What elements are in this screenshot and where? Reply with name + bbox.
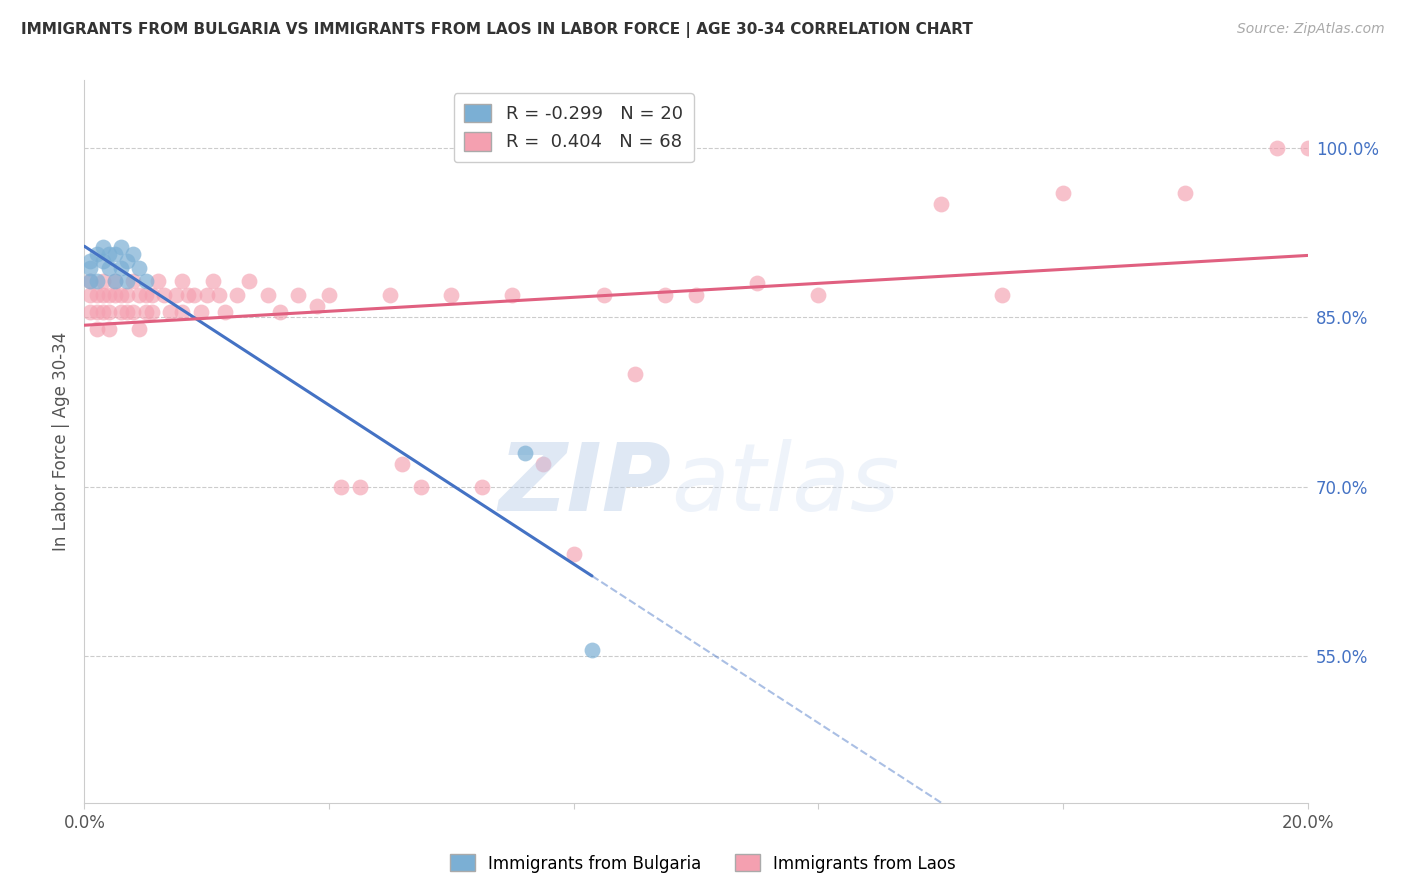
Point [79,304,101,318]
Point [581,643,603,657]
Point [110,304,132,318]
Point [122,304,145,318]
Point [747,277,769,291]
Text: ZIP: ZIP [499,439,672,531]
Point [141,287,163,301]
Point [226,287,249,301]
Point [135,304,157,318]
Point [391,457,413,471]
Point [654,287,676,301]
Point [440,287,463,301]
Point [79,253,101,268]
Point [593,287,616,301]
Point [104,274,127,288]
Text: IMMIGRANTS FROM BULGARIA VS IMMIGRANTS FROM LAOS IN LABOR FORCE | AGE 30-34 CORR: IMMIGRANTS FROM BULGARIA VS IMMIGRANTS F… [21,22,973,38]
Point [1052,186,1074,201]
Point [531,457,554,471]
Point [86,287,108,301]
Point [208,287,231,301]
Point [97,260,120,275]
Point [214,304,236,318]
Legend: R = -0.299   N = 20, R =  0.404   N = 68: R = -0.299 N = 20, R = 0.404 N = 68 [454,93,693,162]
Point [201,274,224,288]
Point [190,304,212,318]
Point [257,287,280,301]
Point [122,247,145,261]
Point [502,287,524,301]
Point [97,247,120,261]
Point [86,247,108,261]
Point [380,287,402,301]
Point [86,274,108,288]
Point [349,480,371,494]
Point [991,287,1014,301]
Point [115,274,138,288]
Point [807,287,830,301]
Y-axis label: In Labor Force | Age 30-34: In Labor Force | Age 30-34 [52,332,70,551]
Point [97,321,120,335]
Point [110,287,132,301]
Point [685,287,707,301]
Point [177,287,200,301]
Point [269,304,291,318]
Point [91,253,114,268]
Point [195,287,218,301]
Point [115,304,138,318]
Point [128,287,150,301]
Point [91,274,114,288]
Point [172,274,194,288]
Point [91,240,114,254]
Point [183,287,205,301]
Point [115,287,138,301]
Point [79,274,101,288]
Point [1174,186,1197,201]
Point [97,304,120,318]
Point [153,287,176,301]
Point [86,321,108,335]
Point [104,247,127,261]
Point [135,287,157,301]
Point [110,260,132,275]
Point [122,274,145,288]
Point [115,253,138,268]
Point [97,287,120,301]
Point [238,274,260,288]
Point [146,274,169,288]
Point [409,480,432,494]
Legend: Immigrants from Bulgaria, Immigrants from Laos: Immigrants from Bulgaria, Immigrants fro… [443,847,963,880]
Point [929,197,952,211]
Point [91,304,114,318]
Point [128,260,150,275]
Point [159,304,181,318]
Point [1296,141,1319,155]
Point [305,299,328,313]
Point [513,446,536,460]
Point [135,274,157,288]
Point [86,304,108,318]
Point [91,287,114,301]
Point [562,548,585,562]
Point [318,287,340,301]
Point [165,287,187,301]
Point [624,367,647,381]
Point [1265,141,1288,155]
Point [104,287,127,301]
Point [172,304,194,318]
Text: Source: ZipAtlas.com: Source: ZipAtlas.com [1237,22,1385,37]
Point [141,304,163,318]
Point [79,287,101,301]
Point [79,274,101,288]
Point [471,480,494,494]
Point [104,274,127,288]
Point [110,240,132,254]
Text: atlas: atlas [672,440,900,531]
Point [330,480,353,494]
Point [287,287,309,301]
Point [79,260,101,275]
Point [128,321,150,335]
